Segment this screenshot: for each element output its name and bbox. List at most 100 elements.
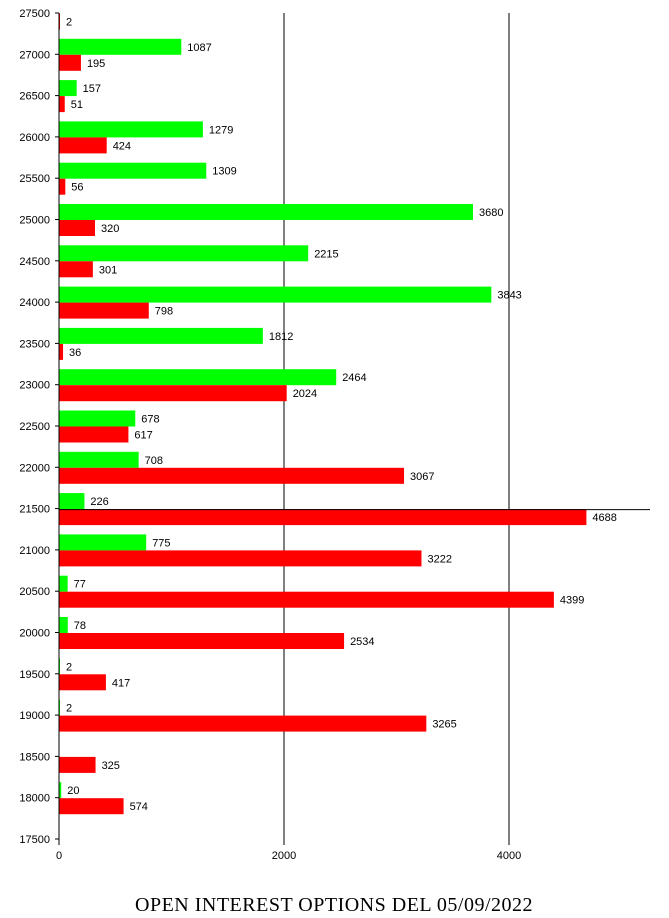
- bar-value-label: 157: [83, 83, 101, 95]
- bar-value-label: 3680: [479, 207, 503, 219]
- bar-value-label: 2024: [293, 388, 317, 400]
- bar-value-label: 775: [152, 537, 170, 549]
- bar-red: [59, 385, 287, 402]
- y-tick-label: 25500: [19, 173, 50, 185]
- bar-value-label: 56: [71, 182, 83, 194]
- bar-value-label: 3843: [497, 290, 521, 302]
- bar-green: [59, 245, 309, 262]
- bar-value-label: 2: [66, 17, 72, 29]
- y-tick-label: 24000: [19, 297, 50, 309]
- bar-green: [59, 782, 62, 799]
- bar-red: [59, 674, 106, 691]
- bar-value-label: 617: [134, 430, 152, 442]
- bar-red: [59, 178, 66, 195]
- bar-value-label: 51: [71, 99, 83, 111]
- grid-lines: [283, 13, 510, 842]
- bar-value-label: 195: [87, 58, 105, 70]
- bar-red: [59, 591, 554, 608]
- bar-red: [59, 137, 107, 154]
- bar-green: [59, 617, 68, 633]
- bar-value-label: 798: [155, 306, 173, 318]
- chart-title: OPEN INTEREST OPTIONS DEL 05/09/2022: [135, 894, 533, 916]
- bar-value-label: 320: [101, 223, 119, 235]
- bar-green: [59, 575, 68, 592]
- bar-value-label: 424: [113, 140, 131, 152]
- bar-green: [59, 534, 147, 551]
- y-tick-label: 20500: [19, 586, 50, 598]
- y-tick-label: 23500: [19, 338, 50, 350]
- x-tick-label: 0: [56, 850, 62, 862]
- y-tick-label: 19500: [19, 669, 50, 681]
- data-labels: 1087 157 1279 1309 3680 2215 3843 1812 2464 678 70…: [66, 17, 617, 814]
- bar-green: [59, 162, 207, 179]
- bar-value-label: 2: [66, 703, 72, 715]
- bar-red: [59, 343, 64, 360]
- bar-red: [59, 54, 81, 71]
- bar-value-label: 4688: [592, 512, 616, 524]
- bar-value-label: 3067: [410, 471, 434, 483]
- y-tick-label: 18500: [19, 751, 50, 763]
- bar-green: [59, 327, 263, 344]
- bar-green: [59, 204, 473, 220]
- bar-value-label: 226: [90, 496, 108, 508]
- bar-green: [59, 451, 139, 468]
- bar-value-label: 3222: [427, 553, 451, 565]
- bar-green: [59, 410, 136, 427]
- bar-green: [59, 121, 203, 138]
- bar-green: [59, 80, 77, 97]
- bar-green: [59, 286, 492, 303]
- bar-green: [59, 493, 85, 510]
- bars: [59, 13, 587, 815]
- bar-value-label: 2215: [314, 248, 338, 260]
- bar-value-label: 574: [130, 801, 148, 813]
- bar-value-label: 1087: [187, 42, 211, 54]
- bar-value-label: 1812: [269, 331, 293, 343]
- y-tick-label: 21000: [19, 545, 50, 557]
- x-tick-label: 4000: [497, 850, 521, 862]
- bar-value-label: 2: [66, 661, 72, 673]
- bar-red: [59, 509, 587, 526]
- y-tick-label: 27500: [19, 8, 50, 20]
- bar-red: [59, 220, 95, 236]
- y-tick-label: 18000: [19, 793, 50, 805]
- bar-green: [59, 369, 337, 386]
- y-tick-label: 25000: [19, 215, 50, 227]
- bar-value-label: 20: [67, 785, 79, 797]
- bar-value-label: 4399: [560, 595, 584, 607]
- bar-red: [59, 633, 345, 649]
- bar-red: [59, 96, 65, 113]
- bar-value-label: 77: [74, 579, 86, 591]
- bar-red: [59, 715, 427, 732]
- bar-red: [59, 302, 149, 319]
- bar-value-label: 78: [74, 620, 86, 632]
- bar-value-label: 1279: [209, 124, 233, 136]
- bar-value-label: 2464: [342, 372, 366, 384]
- y-tick-label: 26000: [19, 132, 50, 144]
- bar-value-label: 2534: [350, 636, 374, 648]
- y-tick-label: 24500: [19, 256, 50, 268]
- bar-red: [59, 467, 405, 484]
- bar-value-label: 417: [112, 677, 130, 689]
- y-tick-label: 22500: [19, 421, 50, 433]
- bar-green: [59, 38, 182, 55]
- y-tick-label: 21500: [19, 504, 50, 516]
- y-tick-label: 19000: [19, 710, 50, 722]
- bar-value-label: 301: [99, 264, 117, 276]
- bar-red: [59, 550, 422, 567]
- bar-red: [59, 261, 93, 278]
- x-tick-label: 2000: [272, 850, 296, 862]
- bar-red: [59, 798, 124, 815]
- bar-value-label: 678: [141, 414, 159, 426]
- y-tick-label: 22000: [19, 462, 50, 474]
- bar-value-label: 708: [145, 455, 163, 467]
- y-tick-label: 27000: [19, 49, 50, 61]
- y-tick-label: 23000: [19, 380, 50, 392]
- bar-red: [59, 426, 129, 443]
- y-tick-label: 17500: [19, 834, 50, 846]
- bar-value-label: 325: [102, 760, 120, 772]
- y-tick-label: 26500: [19, 91, 50, 103]
- bar-value-label: 1309: [212, 166, 236, 178]
- bar-value-label: 36: [69, 347, 81, 359]
- bar-red: [59, 756, 96, 773]
